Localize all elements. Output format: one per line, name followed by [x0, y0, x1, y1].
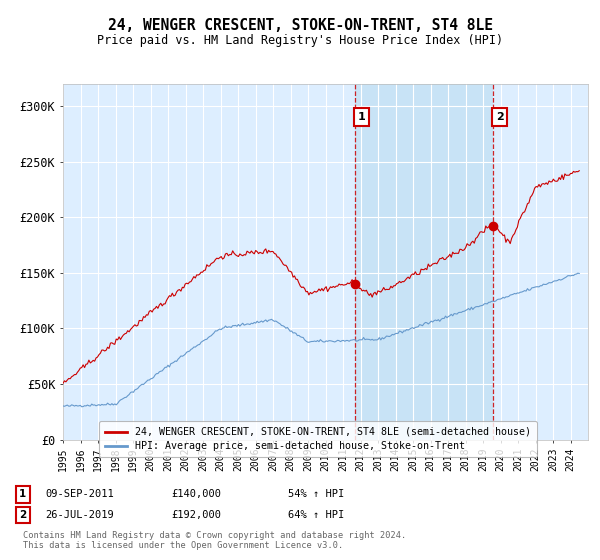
Text: 54% ↑ HPI: 54% ↑ HPI [288, 489, 344, 500]
Text: 64% ↑ HPI: 64% ↑ HPI [288, 510, 344, 520]
Text: £140,000: £140,000 [171, 489, 221, 500]
Text: 2: 2 [19, 510, 26, 520]
Text: 24, WENGER CRESCENT, STOKE-ON-TRENT, ST4 8LE: 24, WENGER CRESCENT, STOKE-ON-TRENT, ST4… [107, 18, 493, 34]
Text: 26-JUL-2019: 26-JUL-2019 [45, 510, 114, 520]
Text: Price paid vs. HM Land Registry's House Price Index (HPI): Price paid vs. HM Land Registry's House … [97, 34, 503, 46]
Text: 1: 1 [19, 489, 26, 500]
Text: £192,000: £192,000 [171, 510, 221, 520]
Text: 2: 2 [496, 113, 503, 122]
Text: Contains HM Land Registry data © Crown copyright and database right 2024.
This d: Contains HM Land Registry data © Crown c… [23, 530, 406, 550]
Bar [355, 84, 493, 440]
Text: 09-SEP-2011: 09-SEP-2011 [45, 489, 114, 500]
Legend: 24, WENGER CRESCENT, STOKE-ON-TRENT, ST4 8LE (semi-detached house), HPI: Average: 24, WENGER CRESCENT, STOKE-ON-TRENT, ST4… [99, 421, 537, 457]
Text: 1: 1 [358, 113, 365, 122]
